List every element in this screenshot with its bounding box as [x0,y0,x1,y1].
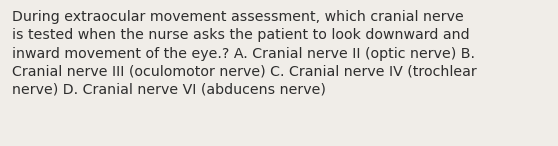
Text: During extraocular movement assessment, which cranial nerve
is tested when the n: During extraocular movement assessment, … [12,10,477,97]
